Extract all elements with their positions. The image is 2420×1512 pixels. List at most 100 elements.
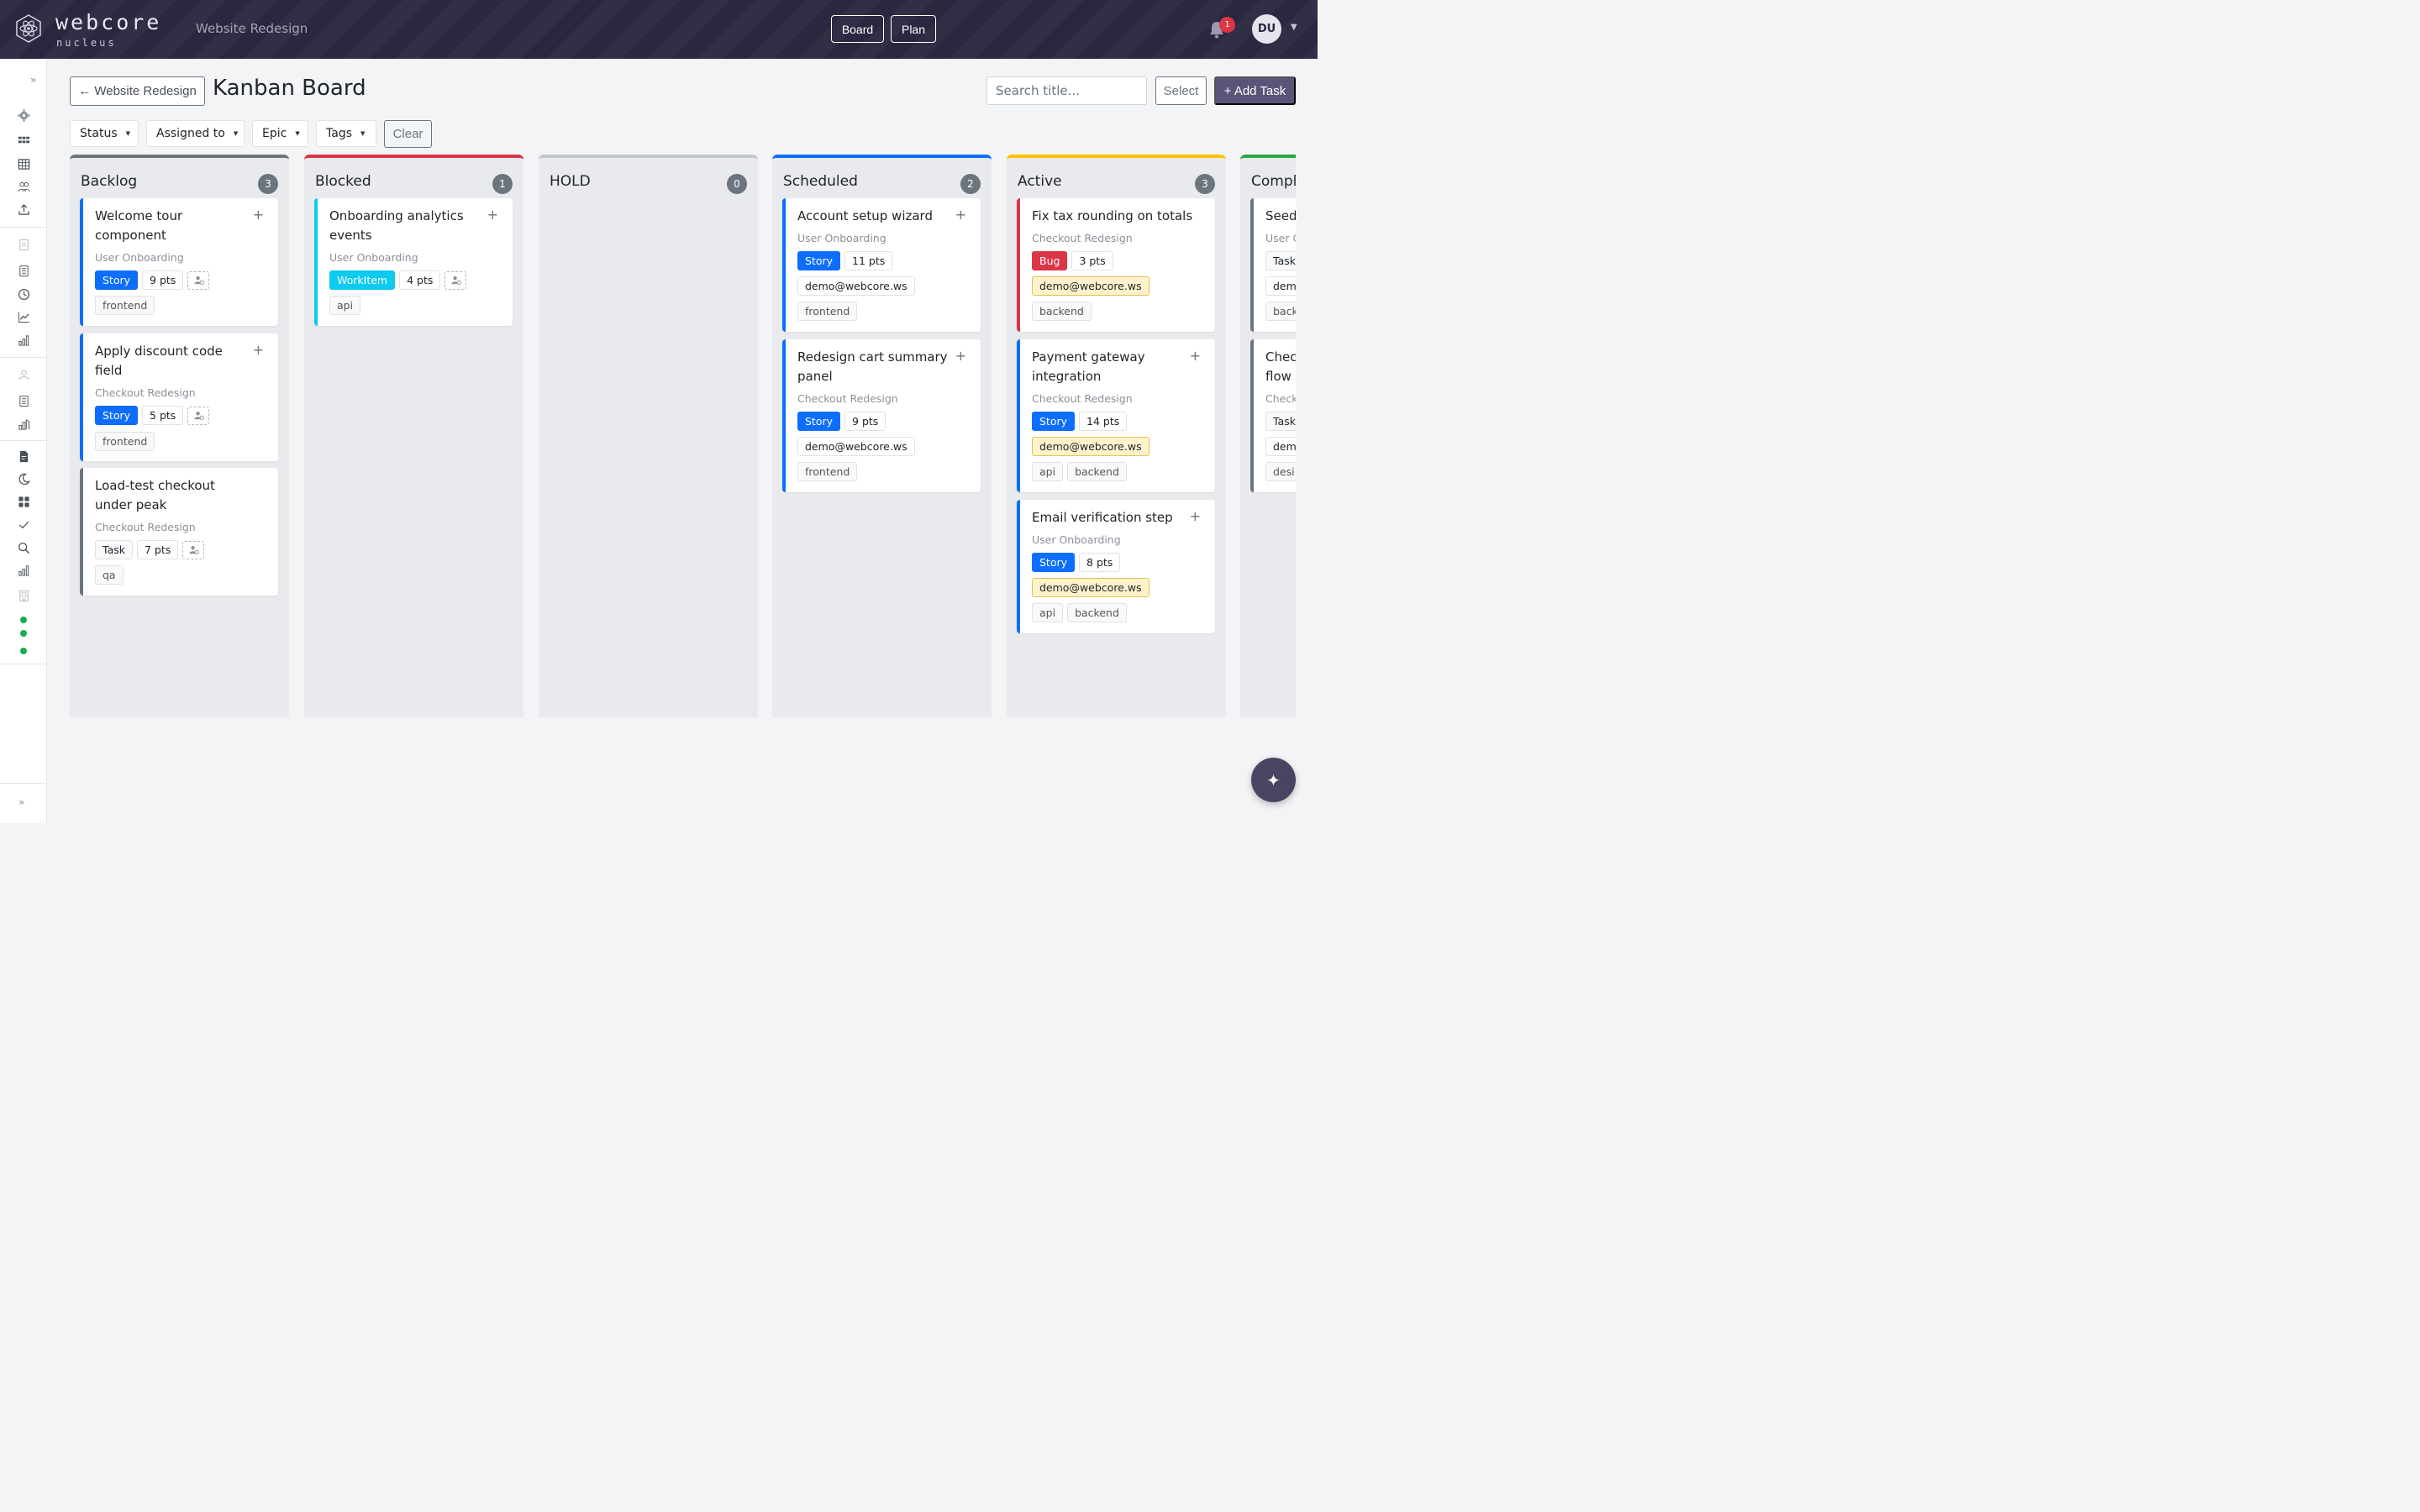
people-icon[interactable]: [17, 180, 30, 193]
tag-chip[interactable]: backend: [1067, 603, 1127, 622]
card-title[interactable]: Fix tax rounding on totals: [1032, 208, 1193, 223]
expand-sidebar-icon[interactable]: »: [30, 74, 37, 86]
plus-icon[interactable]: +: [1189, 508, 1201, 524]
card-title[interactable]: Apply discount code field: [95, 344, 223, 378]
tag-chip[interactable]: qa: [95, 565, 124, 585]
card-title[interactable]: Chec flow: [1265, 349, 1296, 384]
line-chart-icon[interactable]: [17, 310, 30, 323]
chevron-down-icon[interactable]: ▼: [1291, 23, 1297, 32]
plus-icon[interactable]: +: [252, 342, 264, 358]
plus-icon[interactable]: +: [1189, 348, 1201, 364]
table-icon[interactable]: [17, 157, 30, 171]
analytics-icon[interactable]: [17, 417, 30, 431]
tag-chip[interactable]: frontend: [95, 296, 155, 315]
assignee-chip[interactable]: demo@webcore.ws: [1032, 578, 1150, 597]
building-icon[interactable]: [17, 589, 30, 602]
card-title[interactable]: Load-test checkout under peak: [95, 478, 215, 512]
card-title[interactable]: Redesign cart summary panel: [797, 349, 948, 384]
task-card[interactable]: Onboarding analytics events + User Onboa…: [314, 198, 513, 326]
check-icon[interactable]: [17, 517, 30, 531]
plus-icon[interactable]: +: [252, 207, 264, 223]
document-icon[interactable]: [17, 238, 30, 251]
tag-chip[interactable]: api: [1032, 462, 1064, 481]
notes-icon[interactable]: [17, 264, 30, 277]
task-card[interactable]: Welcome tour component + User Onboarding…: [80, 198, 278, 326]
card-title[interactable]: Account setup wizard: [797, 208, 933, 223]
assign-user-icon[interactable]: [445, 270, 467, 290]
users-icon[interactable]: [17, 368, 30, 381]
task-card[interactable]: Chec flow Check Task dem desi: [1250, 339, 1296, 492]
status-filter-dropdown[interactable]: Status ▼: [70, 120, 139, 147]
gear-icon[interactable]: [17, 108, 30, 122]
back-to-project-button[interactable]: ← Website Redesign: [70, 76, 205, 106]
assignee-chip[interactable]: demo@webcore.ws: [1032, 276, 1150, 296]
assign-user-icon[interactable]: [187, 406, 210, 425]
clock-icon[interactable]: [17, 287, 30, 301]
card-epic: User Onboarding: [797, 232, 886, 244]
card-meta-row: Task 7 pts: [95, 540, 205, 559]
card-title[interactable]: Welcome tour component: [95, 208, 183, 243]
type-badge: Task: [95, 540, 133, 559]
task-card[interactable]: Fix tax rounding on totals Checkout Rede…: [1017, 198, 1215, 332]
plus-icon[interactable]: +: [955, 348, 966, 364]
tag-chip[interactable]: back: [1265, 302, 1296, 321]
plus-icon[interactable]: +: [487, 207, 498, 223]
report-icon[interactable]: [17, 394, 30, 407]
bar-chart-icon[interactable]: [17, 333, 30, 347]
assignee-chip[interactable]: demo@webcore.ws: [1032, 437, 1150, 456]
card-meta-row: Story 9 pts: [95, 270, 210, 290]
tag-chip[interactable]: frontend: [797, 462, 858, 481]
card-title[interactable]: Payment gateway integration: [1032, 349, 1145, 384]
epic-filter-dropdown[interactable]: Epic ▼: [252, 120, 308, 147]
apps-icon[interactable]: [17, 495, 30, 508]
assignee-chip[interactable]: dem: [1265, 437, 1296, 456]
card-title[interactable]: Seed: [1265, 208, 1296, 223]
moon-icon[interactable]: [17, 472, 30, 486]
assignee-chip[interactable]: dem: [1265, 276, 1296, 296]
assigned-filter-dropdown[interactable]: Assigned to ▼: [146, 120, 245, 147]
search-icon[interactable]: [17, 541, 30, 554]
project-name[interactable]: Website Redesign: [196, 21, 308, 36]
tag-chip[interactable]: api: [329, 296, 361, 315]
task-card[interactable]: Apply discount code field + Checkout Red…: [80, 333, 278, 461]
assign-user-icon[interactable]: [187, 270, 210, 290]
tag-chip[interactable]: frontend: [797, 302, 858, 321]
stats-icon[interactable]: [17, 564, 30, 577]
task-card[interactable]: Redesign cart summary panel + Checkout R…: [782, 339, 981, 492]
atom-logo-icon[interactable]: [15, 14, 42, 43]
assignee-chip[interactable]: demo@webcore.ws: [797, 276, 915, 296]
assignee-chip[interactable]: demo@webcore.ws: [797, 437, 915, 456]
tag-chip[interactable]: desi: [1265, 462, 1296, 481]
file-text-icon[interactable]: [17, 449, 30, 463]
grid-icon[interactable]: [17, 133, 30, 146]
task-card[interactable]: Account setup wizard + User Onboarding S…: [782, 198, 981, 332]
page-title: Kanban Board: [213, 76, 366, 101]
column-count-badge: 1: [492, 174, 513, 194]
tag-chip[interactable]: backend: [1032, 302, 1092, 321]
task-card[interactable]: Payment gateway integration + Checkout R…: [1017, 339, 1215, 492]
task-card[interactable]: Load-test checkout under peak Checkout R…: [80, 468, 278, 596]
card-title[interactable]: Onboarding analytics events: [329, 208, 464, 243]
tag-chip[interactable]: backend: [1067, 462, 1127, 481]
assign-user-icon[interactable]: [182, 540, 205, 559]
add-task-button[interactable]: + Add Task: [1214, 76, 1296, 105]
ai-assistant-button[interactable]: ✦: [1251, 758, 1296, 802]
user-avatar[interactable]: DU: [1252, 14, 1281, 44]
caret-down-icon: ▼: [233, 130, 239, 137]
column-title: Compl: [1251, 173, 1296, 190]
task-card[interactable]: Seed User C Task dem back: [1250, 198, 1296, 332]
board-nav-button[interactable]: Board: [831, 15, 884, 43]
search-input[interactable]: [986, 76, 1147, 105]
plan-nav-button[interactable]: Plan: [891, 15, 936, 43]
task-card[interactable]: Email verification step + User Onboardin…: [1017, 500, 1215, 633]
card-title[interactable]: Email verification step: [1032, 510, 1173, 525]
plus-icon[interactable]: +: [955, 207, 966, 223]
tag-chip[interactable]: frontend: [95, 432, 155, 451]
upload-icon[interactable]: [17, 202, 30, 216]
select-button[interactable]: Select: [1155, 76, 1207, 105]
brand-name[interactable]: webcore: [55, 10, 162, 34]
clear-filters-button[interactable]: Clear: [384, 120, 432, 148]
expand-sidebar-bottom-icon[interactable]: »: [18, 796, 25, 808]
tags-filter-dropdown[interactable]: Tags ▼: [316, 120, 376, 147]
tag-chip[interactable]: api: [1032, 603, 1064, 622]
